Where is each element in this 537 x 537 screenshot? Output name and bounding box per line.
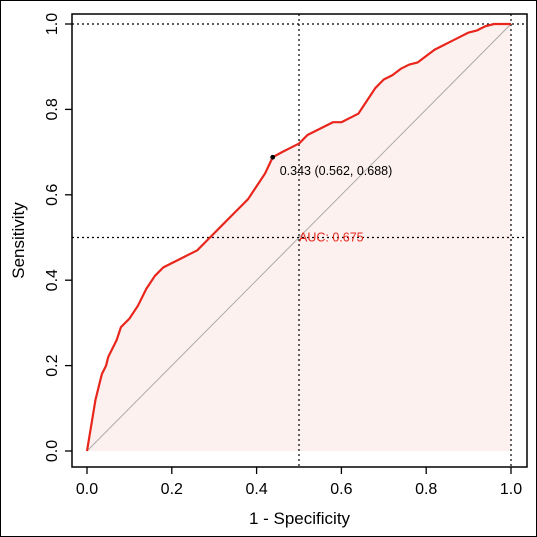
x-tick-label: 0.6: [330, 481, 352, 498]
y-axis-label: Sensitivity: [9, 202, 28, 279]
plot-border: [71, 13, 528, 468]
x-tick-label: 0.8: [415, 481, 437, 498]
plot-area: 0.343 (0.562, 0.688) AUC: 0.675: [71, 13, 528, 468]
x-tick-label: 0.0: [76, 481, 98, 498]
y-tick-label: 0.8: [44, 98, 61, 120]
y-axis: 0.0 0.2 0.4 0.6 0.8 1.0: [44, 13, 72, 462]
auc-label: AUC: 0.675: [299, 231, 364, 245]
y-tick-label: 0.6: [44, 184, 61, 206]
roc-curve: [85, 22, 511, 452]
x-tick-label: 1.0: [500, 481, 522, 498]
x-axis-label: 1 - Specificity: [249, 509, 351, 528]
y-tick-label: 0.2: [44, 354, 61, 376]
x-tick-label: 0.4: [245, 481, 267, 498]
threshold-label: 0.343 (0.562, 0.688): [280, 164, 393, 178]
y-tick-label: 0.0: [44, 440, 61, 462]
threshold-point: [270, 154, 276, 160]
y-tick-label: 1.0: [44, 13, 61, 35]
y-tick-label: 0.4: [44, 269, 61, 291]
x-tick-label: 0.2: [161, 481, 183, 498]
x-axis: 0.0 0.2 0.4 0.6 0.8 1.0: [76, 467, 522, 498]
